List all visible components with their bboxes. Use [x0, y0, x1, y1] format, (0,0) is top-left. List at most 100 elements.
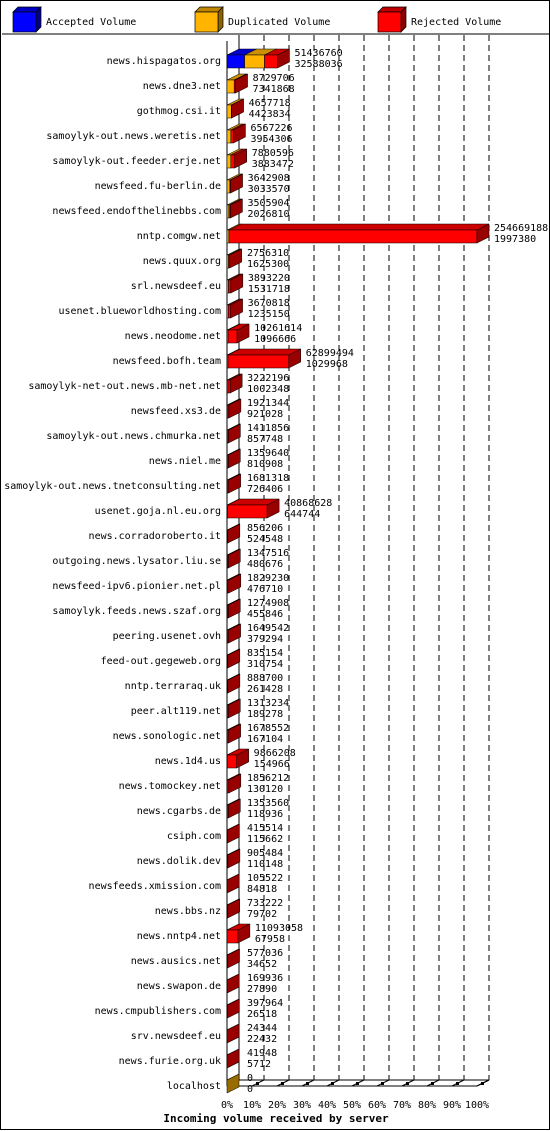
server-label: nntp.terraraq.uk [125, 681, 221, 692]
server-label: feed-out.gegeweb.org [101, 656, 221, 667]
x-tick-label: 10% [243, 1100, 261, 1111]
bar-duplicated [227, 130, 231, 143]
value-label-total: 1649542 [247, 623, 289, 634]
value-label-total: 1856212 [247, 773, 289, 784]
x-tick-label: 40% [318, 1100, 336, 1111]
bar-rejected-side [227, 1024, 239, 1043]
x-tick-label: 0% [221, 1100, 233, 1111]
bar-rejected [228, 355, 289, 368]
bar-rejected [229, 280, 231, 293]
bar-empty-side [227, 1074, 239, 1093]
value-label-total: 1681318 [247, 473, 289, 484]
value-label-total: 1411856 [247, 423, 289, 434]
value-label-accepted: 154966 [254, 759, 290, 770]
value-label-accepted: 3033570 [248, 184, 290, 195]
value-label-total: 577036 [247, 948, 283, 959]
floor-tick-marker [331, 1082, 334, 1085]
value-label-total: 4657718 [249, 98, 291, 109]
value-label-accepted: 480676 [247, 559, 283, 570]
bar-rejected [228, 305, 230, 318]
bar-rejected-side [227, 974, 239, 993]
bar-rejected [228, 505, 267, 518]
value-label-total: 397964 [247, 998, 283, 1009]
value-label-total: 10261614 [254, 323, 302, 334]
bar-rejected-side [230, 374, 242, 393]
value-label-total: 888700 [247, 673, 283, 684]
value-label-accepted: 1029968 [306, 359, 348, 370]
server-label: peering.usenet.ovh [113, 631, 221, 642]
value-label-total: 9866208 [254, 748, 296, 759]
floor-tick-marker [356, 1082, 359, 1085]
legend-label: Rejected Volume [411, 17, 501, 28]
floor-tick-marker [256, 1082, 259, 1085]
server-label: samoylyk-out.feeder.erje.net [52, 156, 221, 167]
server-label: news.tomockey.net [119, 781, 221, 792]
value-label-total: 1313234 [247, 698, 289, 709]
server-label: csiph.com [167, 831, 221, 842]
server-label: news.sonologic.net [113, 731, 221, 742]
bar-rejected [265, 55, 278, 68]
server-label: usenet.blueworldhosting.com [58, 306, 221, 317]
bar-rejected-side [228, 524, 240, 543]
x-tick-label: 60% [368, 1100, 386, 1111]
bar-rejected-side [227, 1049, 239, 1068]
bar-duplicated [227, 105, 231, 118]
value-label-accepted: 1235150 [248, 309, 290, 320]
legend-swatch [13, 12, 36, 32]
server-label: usenet.goja.nl.eu.org [95, 506, 221, 517]
value-label-total: 1359640 [247, 448, 289, 459]
server-label: newsfeed-ipv6.pionier.net.pl [52, 581, 221, 592]
value-label-total: 3642908 [248, 173, 290, 184]
value-label-accepted: 476710 [247, 584, 283, 595]
floor-tick-marker [381, 1082, 384, 1085]
x-tick-label: 50% [343, 1100, 361, 1111]
server-label: news.bbs.nz [155, 906, 221, 917]
value-label-total: 856206 [247, 523, 283, 534]
server-label: newsfeed.xs3.de [131, 406, 221, 417]
floor-tick-marker [431, 1082, 434, 1085]
bar-rejected [227, 780, 229, 793]
floor-tick-marker [456, 1082, 459, 1085]
server-label: peer.alt119.net [131, 706, 221, 717]
value-label-total: 2756310 [247, 248, 289, 259]
floor-tick-marker [481, 1082, 484, 1085]
x-tick-label: 70% [393, 1100, 411, 1111]
bar-duplicated [227, 80, 234, 93]
value-label-total: 11093058 [255, 923, 303, 934]
server-label: samoylyk-out.news.weretis.net [46, 131, 221, 142]
value-label-total: 733222 [247, 898, 283, 909]
value-label-total: 41948 [247, 1048, 277, 1059]
value-label-accepted: 0 [247, 1084, 253, 1095]
bar-duplicated [227, 155, 231, 168]
bar-duplicated [227, 180, 230, 193]
bar-rejected [228, 380, 230, 393]
x-tick-label: 20% [268, 1100, 286, 1111]
value-label-accepted: 379294 [247, 634, 283, 645]
value-label-total: 835154 [247, 648, 283, 659]
bar-rejected-side [231, 274, 243, 293]
server-label: newsfeed.fu-berlin.de [95, 181, 221, 192]
bar-rejected-side [227, 824, 239, 843]
value-label-total: 6567226 [250, 123, 292, 134]
value-label-accepted: 524548 [247, 534, 283, 545]
bar-rejected [227, 755, 237, 768]
value-label-accepted: 5712 [247, 1059, 271, 1070]
server-label: news.ausics.net [131, 956, 221, 967]
value-label-total: 1678552 [247, 723, 289, 734]
value-label-accepted: 3883472 [252, 159, 294, 170]
value-label-accepted: 110148 [247, 859, 283, 870]
value-label-accepted: 921028 [247, 409, 283, 420]
value-label-accepted: 32588036 [294, 59, 342, 70]
bar-duplicated [227, 230, 229, 243]
value-label-accepted: 115662 [247, 834, 283, 845]
value-label-accepted: 1531718 [248, 284, 290, 295]
x-tick-label: 30% [293, 1100, 311, 1111]
x-tick-label: 100% [465, 1100, 489, 1111]
value-label-accepted: 726406 [247, 484, 283, 495]
server-label: news.niel.me [149, 456, 221, 467]
value-label-accepted: 118936 [247, 809, 283, 820]
value-label-accepted: 189278 [247, 709, 283, 720]
bar-rejected [228, 330, 237, 343]
